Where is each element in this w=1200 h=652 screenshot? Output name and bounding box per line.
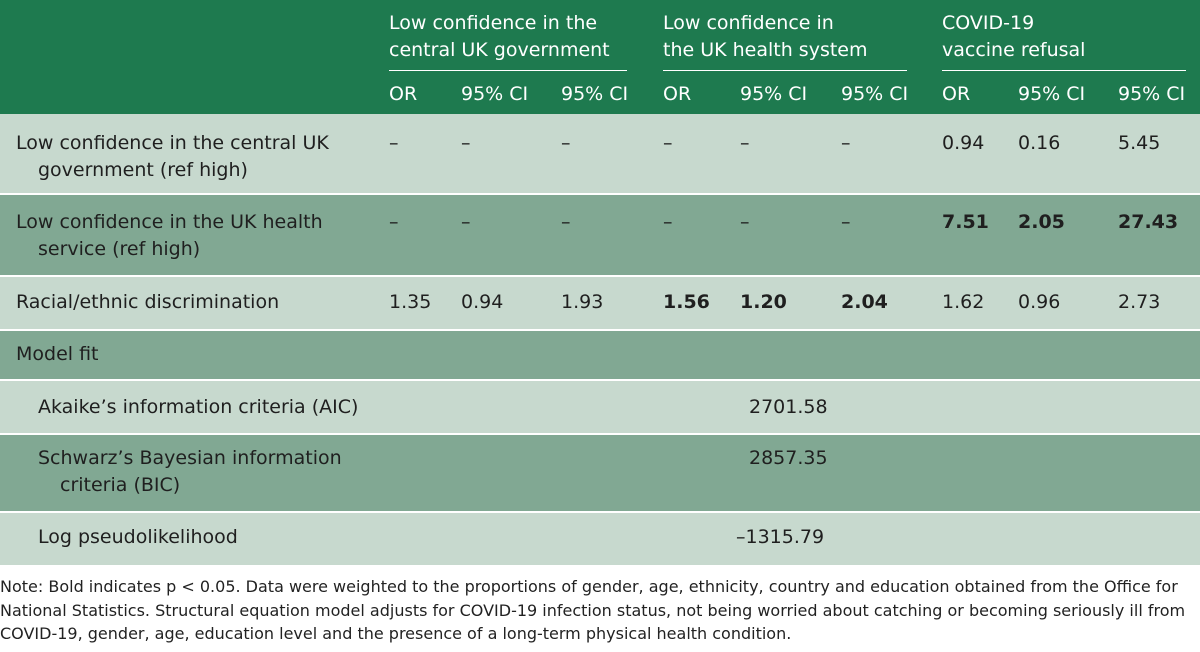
model-fit-value: –1315.79 xyxy=(736,526,825,548)
row-label: Low confidence in the UK health service … xyxy=(16,211,323,260)
cell-value: – xyxy=(461,132,471,154)
cell-value: 1.62 xyxy=(942,291,985,313)
col-header-ci-upper: 95% CI xyxy=(1118,83,1186,105)
model-fit-label: Schwarz’s Bayesian information criteria … xyxy=(38,447,342,496)
model-fit-header-row: Model fit xyxy=(0,331,1200,379)
col-header-or: OR xyxy=(942,83,971,105)
cell-value: – xyxy=(663,132,673,154)
cell-value-significant: 7.51 xyxy=(942,211,989,233)
table-row: Schwarz’s Bayesian information criteria … xyxy=(0,435,1200,511)
table-header: Low confidence in the central UK governm… xyxy=(0,0,1200,114)
col-header-or: OR xyxy=(389,83,418,105)
group-underline xyxy=(942,70,1186,71)
group-header-government: Low confidence in the central UK governm… xyxy=(389,12,610,61)
table-footnote: Note: Bold indicates p < 0.05. Data were… xyxy=(0,577,1186,643)
col-header-ci-lower: 95% CI xyxy=(461,83,529,105)
col-header-ci-upper: 95% CI xyxy=(841,83,909,105)
row-separator xyxy=(0,193,1200,195)
cell-value-significant: 2.05 xyxy=(1018,211,1065,233)
cell-value: – xyxy=(561,211,571,233)
table-row: Low confidence in the UK health service … xyxy=(0,195,1200,275)
cell-value: – xyxy=(389,211,399,233)
cell-value-significant: 1.56 xyxy=(663,291,710,313)
table-row: Akaike’s information criteria (AIC) 2701… xyxy=(0,381,1200,433)
row-separator xyxy=(0,329,1200,331)
row-label: Racial/ethnic discrimination xyxy=(16,291,280,313)
group-header-vaccine-refusal: COVID-19 vaccine refusal xyxy=(942,12,1086,61)
group-header-health-system: Low confidence in the UK health system xyxy=(663,12,868,61)
cell-value: – xyxy=(389,132,399,154)
cell-value: 1.93 xyxy=(561,291,604,313)
col-header-or: OR xyxy=(663,83,692,105)
table-row: Low confidence in the central UK governm… xyxy=(0,114,1200,193)
cell-value: 0.16 xyxy=(1018,132,1061,154)
col-header-ci-upper: 95% CI xyxy=(561,83,629,105)
model-fit-label: Log pseudolikelihood xyxy=(38,526,238,548)
cell-value: 0.94 xyxy=(942,132,985,154)
row-separator xyxy=(0,275,1200,277)
model-fit-title: Model fit xyxy=(16,343,99,365)
cell-value: – xyxy=(841,132,851,154)
cell-value: – xyxy=(841,211,851,233)
group-underline xyxy=(663,70,907,71)
cell-value: – xyxy=(740,211,750,233)
col-header-ci-lower: 95% CI xyxy=(740,83,808,105)
cell-value: – xyxy=(461,211,471,233)
cell-value-significant: 1.20 xyxy=(740,291,787,313)
model-fit-label: Akaike’s information criteria (AIC) xyxy=(38,396,359,418)
model-fit-value: 2701.58 xyxy=(749,396,828,418)
row-separator xyxy=(0,379,1200,381)
cell-value: 0.94 xyxy=(461,291,504,313)
cell-value: – xyxy=(663,211,673,233)
col-header-ci-lower: 95% CI xyxy=(1018,83,1086,105)
model-fit-value: 2857.35 xyxy=(749,447,828,469)
table-row: Racial/ethnic discrimination 1.35 0.94 1… xyxy=(0,277,1200,329)
cell-value: 5.45 xyxy=(1118,132,1161,154)
cell-value: – xyxy=(740,132,750,154)
cell-value: 0.96 xyxy=(1018,291,1061,313)
cell-value: – xyxy=(561,132,571,154)
row-separator xyxy=(0,433,1200,435)
row-separator xyxy=(0,511,1200,513)
cell-value: 1.35 xyxy=(389,291,432,313)
group-underline xyxy=(389,70,627,71)
cell-value-significant: 2.04 xyxy=(841,291,888,313)
table-row: Log pseudolikelihood –1315.79 xyxy=(0,513,1200,565)
row-label: Low confidence in the central UK governm… xyxy=(16,132,329,181)
cell-value: 2.73 xyxy=(1118,291,1161,313)
cell-value-significant: 27.43 xyxy=(1118,211,1179,233)
results-table: Low confidence in the central UK governm… xyxy=(0,0,1200,565)
